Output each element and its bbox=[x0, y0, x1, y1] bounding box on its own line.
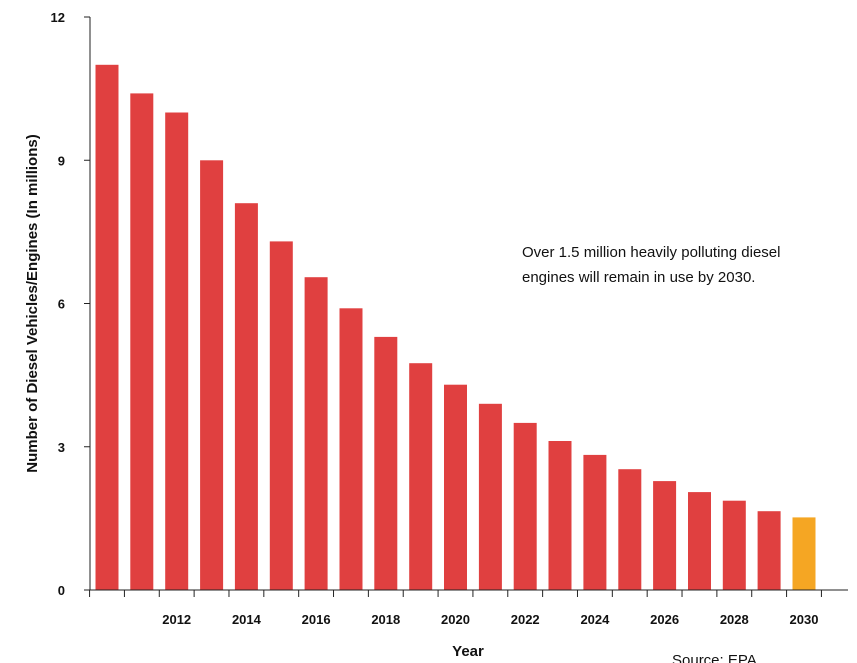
source-note: Source: EPA bbox=[672, 652, 757, 663]
bar-2015 bbox=[269, 241, 293, 590]
y-tick-label: 0 bbox=[58, 583, 65, 598]
bar-2018 bbox=[374, 336, 398, 590]
x-tick-label-2028: 2028 bbox=[720, 612, 749, 627]
x-tick-label-2022: 2022 bbox=[511, 612, 540, 627]
y-axis-title: Number of Diesel Vehicles/Engines (In mi… bbox=[24, 134, 41, 472]
y-tick-label: 6 bbox=[58, 297, 65, 312]
bar-2022 bbox=[513, 422, 537, 590]
bar-2013 bbox=[200, 160, 224, 591]
x-tick-label-2030: 2030 bbox=[790, 612, 819, 627]
bar-2028 bbox=[722, 500, 746, 590]
x-tick-label-2014: 2014 bbox=[232, 612, 262, 627]
bar-2025 bbox=[618, 469, 642, 590]
bar-2019 bbox=[409, 363, 433, 590]
bar-2021 bbox=[478, 403, 502, 590]
bar-2016 bbox=[304, 277, 328, 590]
annotation-line-2: engines will remain in use by 2030. bbox=[522, 269, 755, 286]
y-tick-label: 9 bbox=[58, 153, 65, 168]
x-tick-label-2012: 2012 bbox=[162, 612, 191, 627]
x-tick-label-2026: 2026 bbox=[650, 612, 679, 627]
bar-2014 bbox=[234, 203, 258, 590]
y-tick-label: 3 bbox=[58, 440, 65, 455]
bar-2029 bbox=[757, 511, 781, 590]
x-tick-label-2020: 2020 bbox=[441, 612, 470, 627]
bar-2011 bbox=[130, 93, 154, 591]
annotation-line-1: Over 1.5 million heavily polluting diese… bbox=[522, 244, 780, 261]
x-tick-label-2024: 2024 bbox=[580, 612, 610, 627]
x-tick-label-2016: 2016 bbox=[302, 612, 331, 627]
x-ticks-group: 2012 2014 2016 2018 2020 2022 2024 2026 2028 2030 bbox=[89, 590, 822, 627]
bar-2023 bbox=[548, 441, 572, 590]
bars-group bbox=[95, 64, 816, 591]
bar-2012 bbox=[165, 112, 189, 590]
bar-2027 bbox=[688, 492, 711, 590]
y-ticks-group: 0 3 6 9 12 bbox=[51, 10, 90, 598]
bar-2017 bbox=[339, 308, 363, 590]
bar-2020 bbox=[444, 384, 467, 590]
x-tick-label-2018: 2018 bbox=[371, 612, 400, 627]
y-tick-label: 12 bbox=[51, 10, 65, 25]
bar-2010 bbox=[95, 64, 119, 591]
bar-2024 bbox=[583, 454, 607, 590]
bar-2026 bbox=[653, 481, 677, 590]
bar-2030 bbox=[792, 517, 816, 590]
x-axis-title: Year bbox=[452, 643, 484, 660]
